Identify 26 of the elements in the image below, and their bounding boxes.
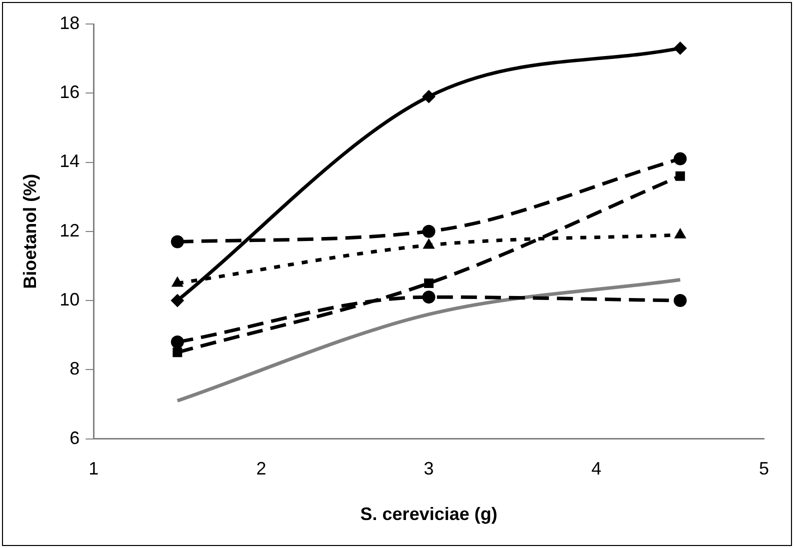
point xyxy=(170,235,184,248)
y-tick-label: 12 xyxy=(60,220,80,240)
y-axis-title: Bioetanol (%) xyxy=(20,174,40,289)
x-tick-label: 5 xyxy=(758,458,770,479)
point xyxy=(424,278,434,288)
y-tick-label: 6 xyxy=(70,428,80,448)
point xyxy=(422,224,436,238)
x-tick-label: 4 xyxy=(591,458,602,479)
x-axis-title: S. cereviciae (g) xyxy=(360,504,498,524)
point xyxy=(422,90,436,104)
point xyxy=(172,348,182,358)
point xyxy=(674,294,687,308)
point xyxy=(675,171,685,181)
x-tick-label: 2 xyxy=(256,458,266,479)
point xyxy=(170,336,184,349)
x-tick-label: 1 xyxy=(88,458,99,479)
y-tick-label: 16 xyxy=(60,82,80,102)
y-tick-label: 14 xyxy=(60,151,80,172)
y-tick-label: 10 xyxy=(60,290,80,310)
point xyxy=(674,152,687,166)
point xyxy=(170,294,184,308)
y-tick-label: 8 xyxy=(70,358,80,379)
x-tick-label: 3 xyxy=(424,458,434,479)
point xyxy=(674,42,687,55)
point xyxy=(422,290,436,304)
y-tick-label: 18 xyxy=(60,12,80,33)
